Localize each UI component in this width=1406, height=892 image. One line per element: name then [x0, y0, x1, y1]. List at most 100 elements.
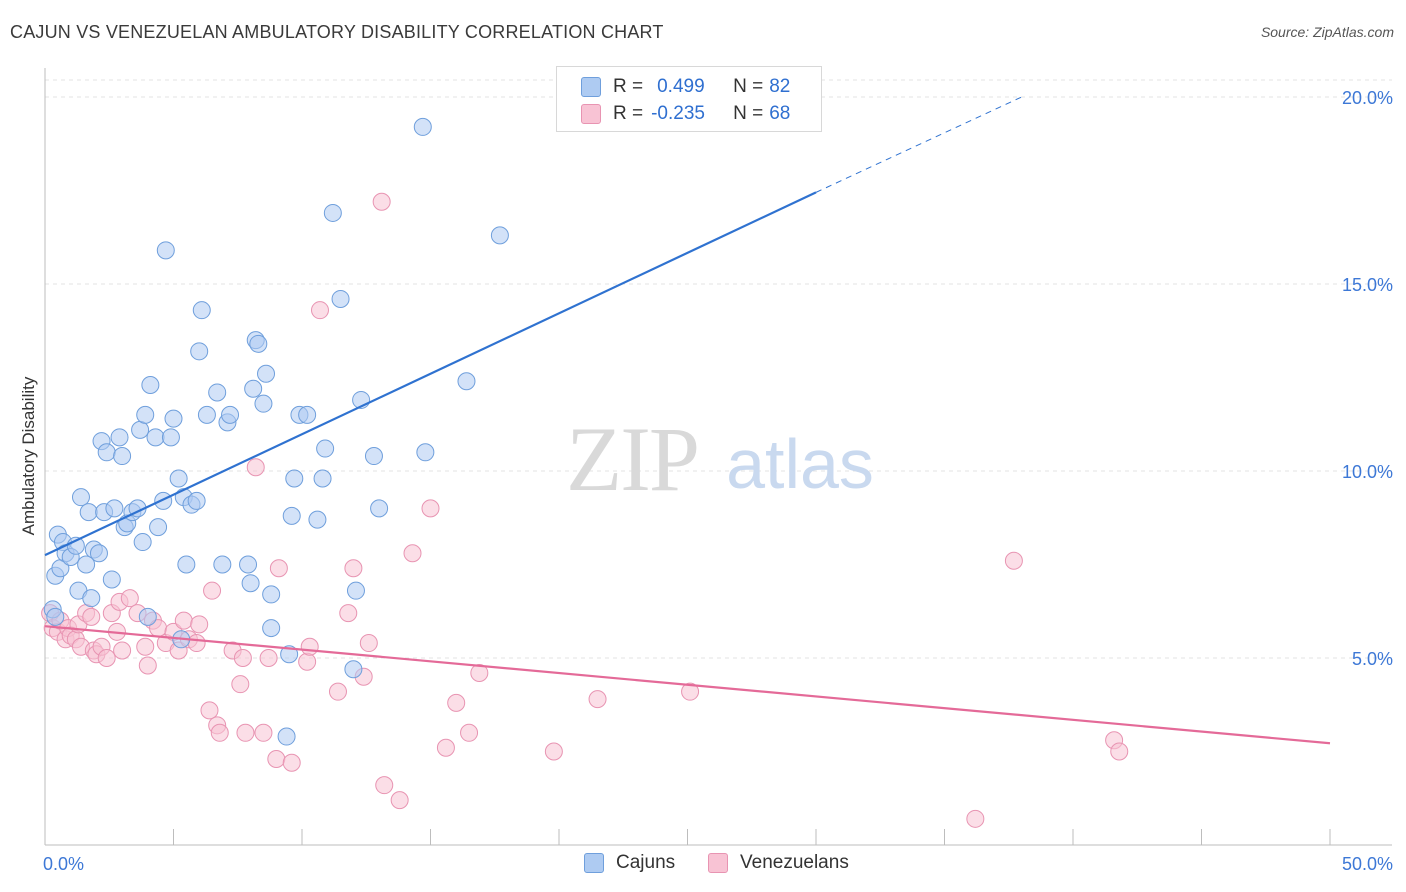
venezuelans-point [138, 656, 157, 675]
venezuelans-point [231, 675, 250, 694]
series-legend: Cajuns Venezuelans [0, 852, 1406, 878]
venezuelans-point [1110, 742, 1129, 761]
venezuelans-point [97, 649, 116, 667]
n-label: N = [733, 103, 764, 124]
venezuelans-point [187, 634, 206, 653]
trend-lines [44, 96, 1331, 745]
r-label: R = [613, 76, 644, 97]
venezuelans-point [344, 559, 363, 578]
cajuns-point [413, 117, 432, 136]
venezuelans-point [359, 634, 378, 653]
cajuns-point [113, 447, 132, 466]
venezuelans-point [254, 723, 273, 742]
cajuns-swatch [581, 77, 601, 97]
axes [44, 68, 1392, 846]
legend-item-venezuelans: Venezuelans [708, 852, 849, 874]
cajuns-point [46, 607, 65, 626]
venezuelans-trend-line [44, 625, 1331, 745]
venezuelans-point [82, 607, 101, 626]
legend-label-venezuelans: Venezuelans [740, 852, 849, 873]
cajuns-point [105, 499, 124, 518]
cajuns-point [77, 555, 96, 574]
cajuns-point [190, 342, 209, 361]
r-label: R = [613, 103, 644, 124]
cajuns-points [43, 117, 509, 746]
cajuns-point [102, 570, 121, 589]
venezuelans-point [190, 615, 209, 634]
cajuns-point [71, 488, 90, 507]
venezuelans-point [966, 809, 985, 828]
stats-legend: R = 0.499 N = 82 R = -0.235 N = 68 [556, 66, 822, 132]
venezuelans-point [372, 192, 391, 211]
cajuns-point [280, 645, 299, 664]
venezuelans-point [421, 499, 440, 518]
venezuelans-point [403, 544, 422, 563]
venezuelans-point [174, 611, 193, 630]
watermark-atlas: atlas [726, 425, 874, 503]
cajuns-point [313, 469, 332, 488]
cajuns-point [197, 405, 216, 424]
venezuelans-point [310, 301, 329, 320]
cajuns-trend-extension [815, 96, 1022, 193]
venezuelans-point [300, 637, 319, 656]
cajuns-point [298, 405, 317, 424]
venezuelans-point [544, 742, 563, 761]
x-tick-label: 0.0% [43, 854, 84, 874]
cajuns-point [490, 226, 509, 245]
x-tick-label: 50.0% [1342, 854, 1393, 874]
cajuns-point [149, 518, 168, 537]
cajuns-point [244, 379, 263, 398]
n-value: 68 [769, 103, 791, 124]
cajuns-point [154, 491, 173, 510]
cajuns-point [249, 334, 268, 353]
venezuelans-point [120, 589, 139, 608]
venezuelans-point [246, 458, 265, 477]
venezuelans-point [436, 738, 455, 757]
cajuns-point [192, 301, 211, 320]
y-tick-label: 5.0% [1352, 649, 1393, 669]
venezuelans-point [267, 749, 286, 768]
venezuelans-swatch [581, 104, 601, 124]
venezuelans-point [269, 559, 288, 578]
cajuns-point [161, 428, 180, 447]
cajuns-point [262, 619, 281, 638]
r-value: 0.499 [657, 76, 705, 97]
cajuns-point [110, 428, 129, 447]
venezuelans-point [236, 723, 255, 742]
venezuelans-point [470, 663, 489, 682]
venezuelans-point [339, 604, 358, 623]
cajuns-point [316, 439, 335, 458]
cajuns-point [370, 499, 389, 518]
venezuelans-point [203, 581, 222, 600]
cajuns-point [177, 555, 196, 574]
cajuns-point [89, 544, 108, 563]
stats-row-venezuelans: R = -0.235 N = 68 [581, 102, 790, 126]
cajuns-point [331, 289, 350, 308]
legend-label-cajuns: Cajuns [616, 852, 676, 873]
cajuns-point [277, 727, 296, 746]
cajuns-point [221, 405, 240, 424]
cajuns-point [97, 443, 116, 462]
cajuns-point [213, 555, 232, 574]
chart-title: CAJUN VS VENEZUELAN AMBULATORY DISABILIT… [10, 22, 664, 42]
n-value: 82 [769, 76, 791, 97]
y-tick-label: 20.0% [1342, 88, 1393, 108]
cajuns-point [208, 383, 227, 402]
venezuelans-point [390, 791, 409, 810]
venezuelans-point [233, 649, 252, 667]
cajuns-point [239, 555, 258, 574]
venezuelans-point [136, 637, 155, 656]
cajuns-point [285, 469, 304, 488]
venezuelans-point [259, 649, 278, 667]
cajuns-point [187, 491, 206, 510]
cajuns-point [131, 420, 150, 439]
legend-item-cajuns: Cajuns [584, 852, 675, 874]
cajuns-trend-line [44, 191, 817, 557]
cajuns-point [282, 506, 301, 525]
cajuns-point [346, 581, 365, 600]
cajuns-point [79, 503, 98, 522]
source-label: Source: ZipAtlas.com [1260, 24, 1394, 40]
y-tick-label: 15.0% [1342, 275, 1393, 295]
watermark-zip: ZIP [566, 408, 698, 510]
